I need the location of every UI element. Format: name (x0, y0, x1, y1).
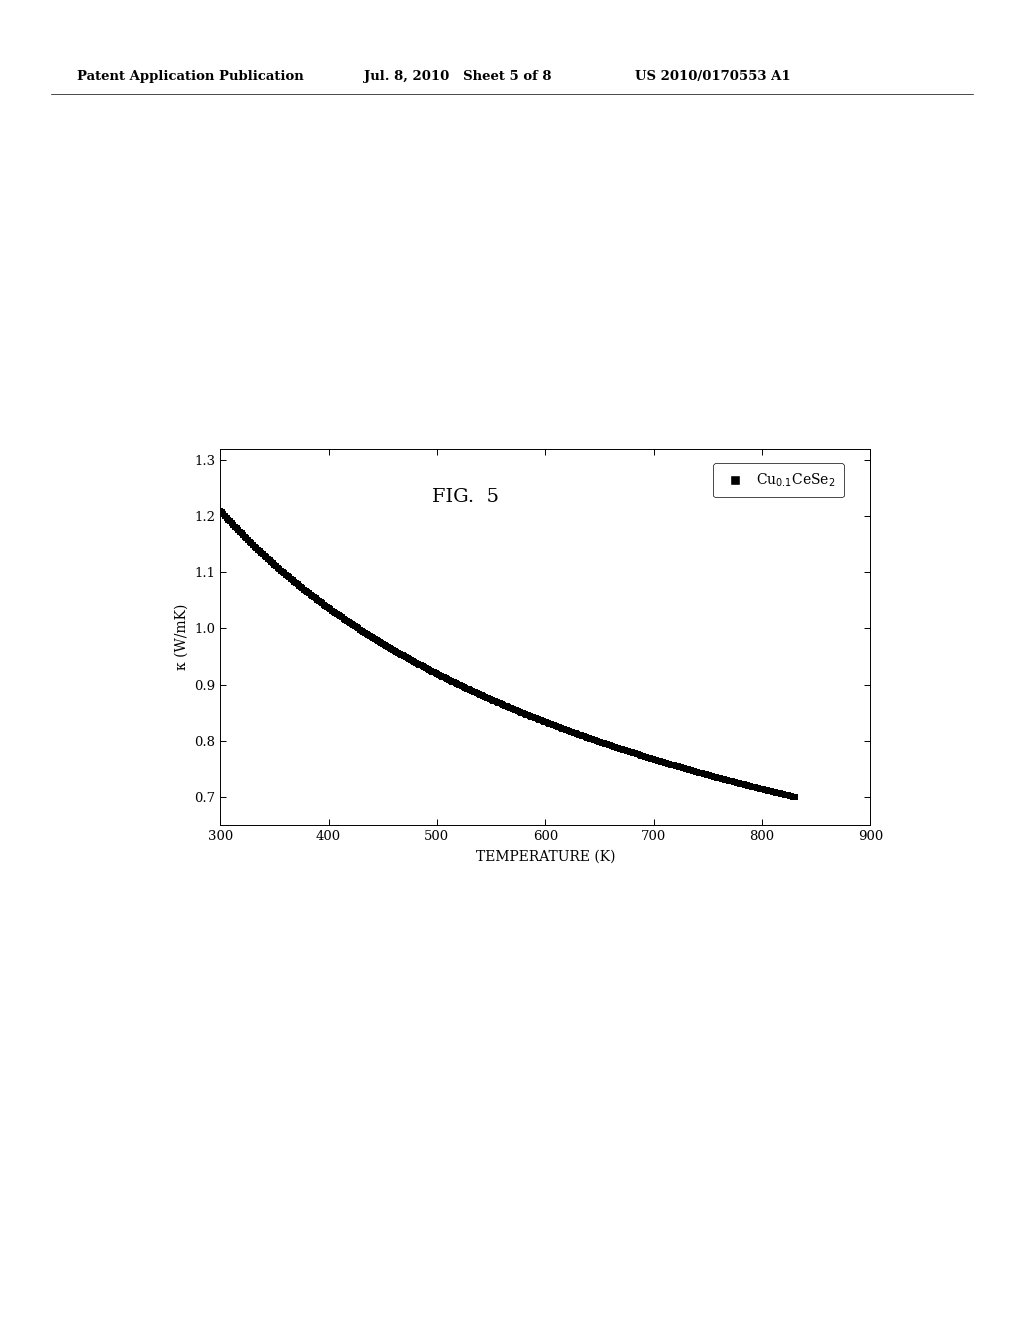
Y-axis label: κ (W/mK): κ (W/mK) (175, 603, 188, 671)
X-axis label: TEMPERATURE (K): TEMPERATURE (K) (475, 850, 615, 863)
Text: Patent Application Publication: Patent Application Publication (77, 70, 303, 83)
Legend: Cu$_{0.1}$CeSe$_{2}$: Cu$_{0.1}$CeSe$_{2}$ (713, 463, 844, 498)
Text: Jul. 8, 2010   Sheet 5 of 8: Jul. 8, 2010 Sheet 5 of 8 (364, 70, 551, 83)
Text: FIG.  5: FIG. 5 (432, 487, 500, 506)
Text: US 2010/0170553 A1: US 2010/0170553 A1 (635, 70, 791, 83)
